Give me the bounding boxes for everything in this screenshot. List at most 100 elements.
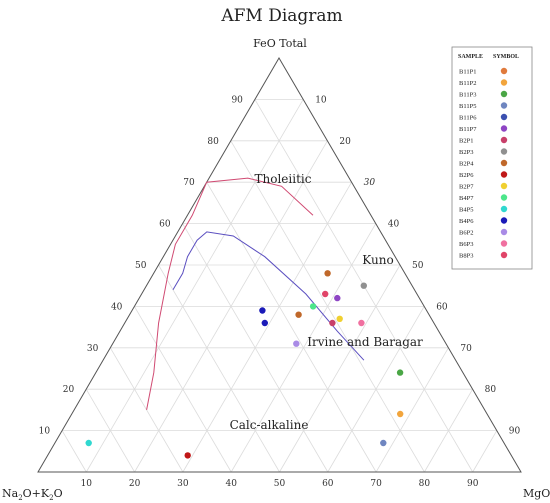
data-points [85,270,404,459]
tick-label-bottom-10: 10 [81,479,93,489]
tick-label-right-80: 20 [339,137,351,147]
legend-label-b11p7: B11P7 [459,126,477,133]
region-label-irvine-baragar: Irvine and Baragar [307,335,423,349]
grid-line-mgo-60 [327,306,425,473]
tick-label-left-10: 10 [39,427,51,437]
data-point-b2p3-1 [360,282,367,289]
data-point-b4p7-1 [309,303,317,310]
region-label-kuno: Kuno [362,253,393,267]
legend-label-b2p3: B2P3 [459,149,473,156]
tick-label-left-30: 30 [87,344,99,354]
grid-line-alk-60 [134,306,232,473]
tick-label-right-90: 10 [315,95,327,105]
data-point-b6p3-1 [358,319,365,327]
grid-line-alk-50 [158,264,280,473]
legend-label-b8p3: B8P3 [459,253,473,260]
legend-symbol-b11p3 [500,90,508,98]
legend-symbol-b4p5 [500,205,508,213]
tick-label-left-40: 40 [111,302,123,312]
tick-label-bottom-40: 40 [225,479,237,489]
apex-label-top: FeO Total [253,37,307,50]
tick-label-left-20: 20 [63,385,75,395]
grid-line-mgo-90 [472,430,498,473]
boundary-line-kuno [146,177,314,410]
grid-lines [61,99,498,473]
legend-header-sample: SAMPLE [458,54,483,60]
legend-symbol-b11p6 [500,113,508,121]
legend-label-b11p6: B11P6 [459,115,477,122]
data-point-b4p6-2 [261,319,268,327]
data-point-b2p6-1 [184,452,191,459]
grid-line-mgo-70 [375,347,449,473]
data-point-b11p5-1 [380,439,387,447]
tick-label-left-60: 60 [159,220,171,230]
tick-label-bottom-30: 30 [177,479,189,489]
data-point-b4p5-1 [85,439,92,447]
legend-symbol-b4p6 [500,217,508,224]
legend-symbol-b6p3 [500,240,508,247]
legend-symbol-b6p2 [500,228,508,236]
tick-label-right-40: 60 [436,302,448,312]
legend-label-b6p2: B6P2 [459,230,473,237]
legend-symbol-b8p3 [500,251,508,259]
legend-symbol-b2p3 [500,148,508,155]
legend-symbol-b11p7 [500,125,508,132]
region-label-tholeiitic: Tholeiitic [255,172,312,186]
legend-label-b2p4: B2P4 [459,161,474,168]
grid-line-mgo-10 [85,99,304,473]
legend-label-b4p7: B4P7 [459,195,474,202]
data-point-b11p7-1 [334,294,341,302]
tick-label-bottom-50: 50 [274,479,286,489]
legend-header-symbol: SYMBOL [493,54,519,60]
tick-label-bottom-90: 90 [467,479,479,489]
legend-label-b4p6: B4P6 [459,218,474,225]
tick-label-right-20: 80 [485,385,497,395]
tick-label-bottom-20: 20 [129,479,141,489]
legend-label-b6p3: B6P3 [459,241,473,248]
chart-title: AFM Diagram [220,6,342,26]
tick-label-right-10: 90 [509,427,521,437]
tick-label-left-90: 90 [231,95,243,105]
tick-label-left-80: 80 [207,137,219,147]
legend-label-b2p1: B2P1 [459,138,473,145]
legend-symbol-b4p7 [500,194,508,201]
tick-label-bottom-70: 70 [370,479,382,489]
legend-label-b11p2: B11P2 [459,80,476,87]
legend-symbol-b2p4 [500,159,508,167]
data-point-b11p3-1 [396,369,404,376]
legend-label-b2p6: B2P6 [459,172,474,179]
tick-label-left-70: 70 [183,178,195,188]
boundary-line-irvine-and-baragar [172,231,365,361]
boundary-lines [146,177,365,410]
grid-line-alk-90 [61,430,87,473]
legend-rows: B11P1 B11P2 B11P3 B11P5 B11P6 B11P7 B2P1 B2P3 B2… [459,67,508,260]
tick-labels: 10 10 20 20 30 30 40 40 50 50 60 60 70 70 80 80 90 90 90 80… [39,95,521,489]
data-point-b6p2-1 [293,340,300,347]
data-point-b11p2-1 [397,410,404,418]
legend-symbol-b11p1 [500,67,508,75]
data-point-b2p7-1 [336,315,343,322]
data-point-b4p6-1 [259,307,266,314]
grid-line-mgo-50 [279,264,401,473]
legend-label-b11p5: B11P5 [459,103,476,110]
data-point-b8p3-1 [322,290,329,298]
grid-line-alk-30 [206,181,377,473]
apex-label-left: Na2O+K2O [2,487,63,502]
tick-label-right-60: 40 [388,220,400,230]
tick-label-right-70: 30 [364,178,376,188]
tick-label-left-50: 50 [135,261,147,271]
legend: SAMPLE SYMBOL B11P1B11P2B11P3B11P5B11P6B… [451,46,533,270]
triangle-outline [37,57,522,473]
tick-label-bottom-80: 80 [419,479,431,489]
region-label-calc-alkaline: Calc-alkaline [230,418,309,432]
tick-label-right-30: 70 [460,344,472,354]
legend-label-b11p1: B11P1 [459,69,476,76]
data-point-b2p4-2 [295,311,302,318]
grid-line-alk-80 [85,388,135,473]
grid-line-mgo-30 [182,181,352,473]
legend-label-b2p7: B2P7 [459,184,474,191]
legend-symbol-b2p1 [500,136,508,144]
legend-label-b11p3: B11P3 [459,92,476,99]
data-point-b2p1-1 [329,319,336,327]
